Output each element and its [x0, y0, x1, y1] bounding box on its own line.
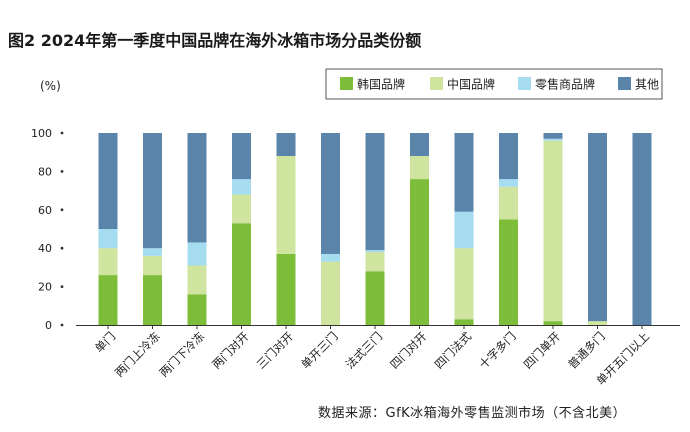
bar-segment — [365, 252, 385, 272]
x-tick-label: 两门上冷冻 — [112, 329, 163, 380]
x-tick-label: 四门法式 — [432, 329, 475, 372]
bar-segment — [543, 138, 563, 141]
bar-segment — [143, 275, 162, 325]
bar-segment — [365, 250, 385, 253]
bar-segment — [632, 133, 652, 325]
bar-segment — [232, 194, 251, 224]
y-tick-mark — [60, 323, 64, 327]
bar-segment — [321, 133, 340, 254]
bar-segment — [499, 133, 518, 180]
bar-segment — [143, 248, 162, 256]
chart-title: 图2 2024年第一季度中国品牌在海外冰箱市场分品类份额 — [8, 31, 422, 50]
bar-segment — [143, 133, 162, 249]
bar-segment — [321, 253, 340, 262]
bar-segment — [454, 133, 474, 212]
bar-segment — [365, 133, 385, 251]
data-source-note: 数据来源：GfK冰箱海外零售监测市场（不含北美） — [318, 406, 627, 421]
legend-label: 韩国品牌 — [357, 77, 405, 92]
x-tick-label: 两门下冷冻 — [157, 329, 208, 380]
y-tick-mark — [60, 285, 64, 288]
legend-swatch — [618, 77, 631, 90]
bar-segment — [143, 255, 162, 276]
bar-segment — [454, 248, 474, 320]
bar-segment — [499, 219, 518, 325]
bar-segment — [98, 275, 118, 325]
y-tick-label: 100 — [31, 127, 52, 140]
bar-segment — [543, 140, 563, 322]
y-tick-label: 0 — [45, 319, 52, 332]
y-tick-mark — [60, 208, 64, 212]
bar-segment — [276, 133, 296, 157]
bar-segment — [454, 211, 474, 249]
bar-segment — [232, 223, 251, 325]
bar-segment — [410, 133, 429, 157]
bar-segment — [276, 156, 296, 254]
bar-segment — [499, 179, 518, 187]
bar-segment — [187, 242, 207, 266]
y-tick-label: 20 — [38, 281, 52, 294]
legend-swatch — [430, 77, 443, 90]
bar-segment — [410, 156, 429, 180]
legend-label: 零售商品牌 — [535, 77, 595, 92]
bar-segment — [588, 133, 607, 322]
legend-swatch — [518, 77, 531, 90]
bar-segment — [187, 265, 207, 295]
bar-segment — [321, 261, 340, 325]
y-tick-label: 40 — [38, 242, 52, 255]
y-axis-label: (%) — [40, 79, 61, 93]
bar-segment — [543, 321, 563, 325]
bar-segment — [187, 294, 207, 325]
x-tick-label: 三门对开 — [254, 329, 296, 371]
bar-segment — [588, 321, 607, 325]
bar-segment — [98, 248, 118, 276]
legend-box — [325, 68, 663, 100]
x-tick-label: 法式三门 — [343, 329, 385, 371]
x-tick-label: 单开三门 — [298, 329, 340, 371]
y-tick-mark — [60, 131, 64, 135]
legend-swatch — [340, 77, 353, 90]
bar-segment — [98, 229, 118, 249]
bar-segment — [232, 133, 251, 180]
bar-segment — [98, 133, 118, 229]
x-tick-label: 十字多门 — [476, 329, 518, 371]
bar-segment — [499, 186, 518, 220]
bar-segment — [276, 253, 296, 325]
x-tick-label: 普通多门 — [565, 329, 607, 371]
x-tick-label: 两门对开 — [209, 329, 251, 371]
bar-segment — [543, 133, 563, 139]
bar-segment — [232, 179, 251, 195]
y-tick-label: 60 — [38, 204, 52, 217]
legend-label: 其他 — [635, 78, 659, 92]
y-tick-mark — [60, 246, 64, 250]
bar-segment — [454, 319, 474, 325]
y-tick-mark — [60, 170, 64, 173]
y-tick-label: 80 — [38, 165, 52, 178]
bar-segment — [410, 179, 429, 325]
bar-segment — [187, 133, 207, 243]
x-tick-label: 四门单开 — [521, 329, 563, 371]
x-tick-label: 四门对开 — [387, 329, 429, 371]
x-tick-label: 单门 — [92, 329, 118, 355]
bar-segment — [365, 271, 385, 325]
legend-label: 中国品牌 — [447, 77, 495, 92]
